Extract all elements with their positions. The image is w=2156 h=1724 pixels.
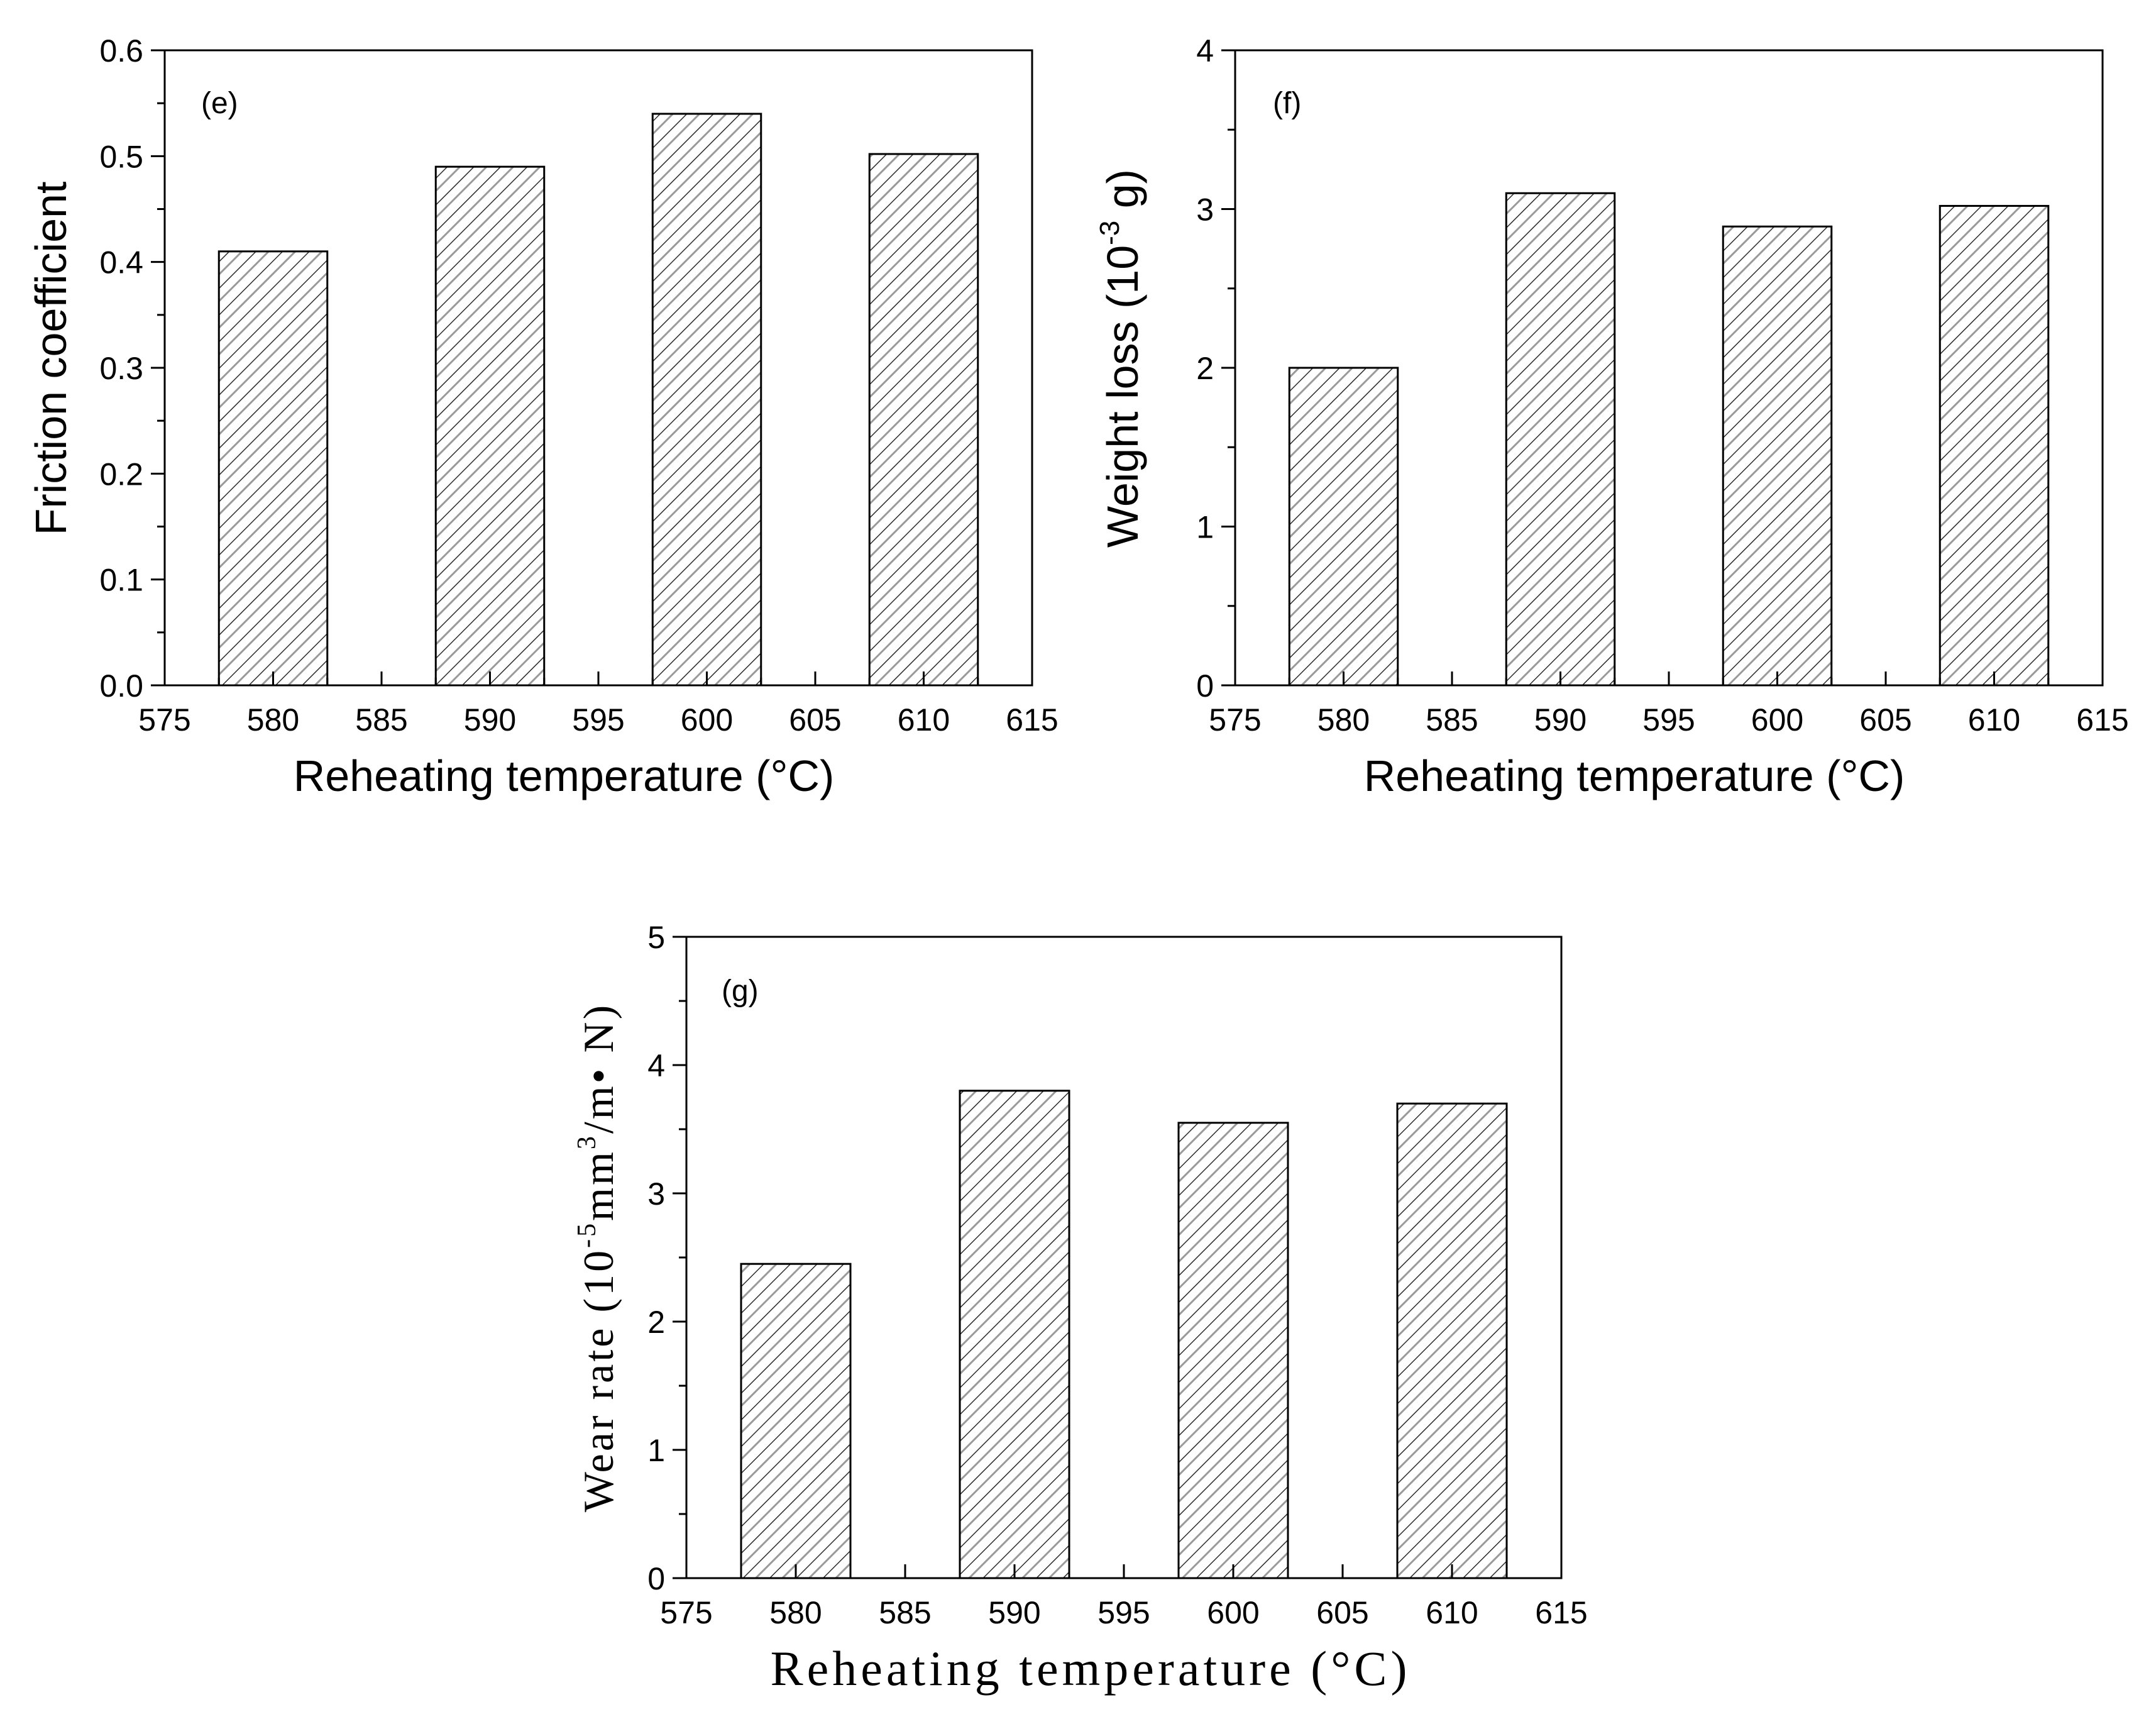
x-tick-label-g-580: 580 [769,1595,822,1630]
bar-g-590 [959,1090,1070,1579]
bar-e-590 [434,165,546,687]
bar-f-580 [1288,367,1399,687]
panel-label-g: (g) [722,975,759,1008]
x-tick-label-g-575: 575 [660,1595,712,1630]
x-tick-label-f-610: 610 [1968,702,2020,738]
bars-e [217,113,979,687]
x-tick-label-f-580: 580 [1317,702,1370,738]
ticks-e: 575 580 585 590 595 600 605 610 615 0.0 0.1 0.2 0.3 0… [99,33,1058,738]
y-tick-label-e-0.5: 0.5 [99,139,143,174]
x-tick-label-g-610: 610 [1426,1595,1478,1630]
x-tick-label-e-615: 615 [1006,702,1058,738]
y-tick-label-g-2: 2 [647,1305,665,1340]
x-tick-label-e-585: 585 [355,702,407,738]
y-tick-label-f-0: 0 [1196,668,1214,704]
y-axis-label-e: Friction coefficient [26,182,75,536]
chart-panel-f: 575 580 585 590 595 600 605 610 615 0 1 2 3 4 (f) Reh… [1094,33,2129,800]
y-tick-label-g-3: 3 [647,1176,665,1212]
bar-f-610 [1939,204,2050,687]
y-tick-label-f-3: 3 [1196,192,1214,228]
y-axis-label-g-suffix: /m• N) [575,1003,622,1134]
y-axis-label-g-unit: mm [575,1149,622,1221]
y-tick-label-g-1: 1 [647,1433,665,1468]
y-tick-label-e-0.2: 0.2 [99,456,143,492]
bar-g-610 [1396,1102,1508,1579]
bar-e-600 [651,113,762,687]
x-tick-label-f-605: 605 [1859,702,1911,738]
x-tick-label-g-605: 605 [1316,1595,1368,1630]
y-tick-label-g-4: 4 [647,1048,665,1083]
x-tick-label-e-610: 610 [898,702,950,738]
y-tick-label-e-0.1: 0.1 [99,563,143,598]
chart-panel-g: 575 580 585 590 595 600 605 610 615 0 1 2 3 4 5 (g) Re… [573,920,1588,1696]
y-axis-label-f-suffix: g) [1098,169,1147,221]
x-tick-label-e-590: 590 [464,702,516,738]
y-tick-label-f-4: 4 [1196,33,1214,69]
y-tick-label-e-0.6: 0.6 [99,33,143,69]
panel-label-f: (f) [1273,87,1301,120]
y-tick-label-e-0.3: 0.3 [99,351,143,386]
y-tick-label-f-1: 1 [1196,510,1214,545]
ticks-g: 575 580 585 590 595 600 605 610 615 0 1 2 3 4 5 [647,920,1588,1630]
chart-panel-e: 575 580 585 590 595 600 605 610 615 0.0 0.1 0.2 0.3 0… [26,33,1059,800]
y-tick-label-e-0: 0.0 [99,668,143,704]
panel-label-e: (e) [201,87,238,120]
y-tick-label-e-0.4: 0.4 [99,245,143,280]
x-tick-label-f-585: 585 [1426,702,1478,738]
x-axis-label-e: Reheating temperature (°C) [294,751,835,800]
x-tick-label-g-600: 600 [1207,1595,1259,1630]
x-tick-label-g-585: 585 [879,1595,931,1630]
x-tick-label-f-595: 595 [1642,702,1695,738]
y-axis-label-g-exponent: -5 [573,1221,602,1248]
y-axis-label-f-prefix: Weight loss (10 [1098,245,1147,548]
x-tick-label-f-615: 615 [2076,702,2128,738]
x-axis-label-f: Reheating temperature (°C) [1364,751,1905,800]
bar-g-580 [740,1263,852,1579]
x-tick-label-g-590: 590 [988,1595,1040,1630]
x-axis-label-g: Reheating temperature (°C) [771,1641,1411,1696]
x-tick-label-g-615: 615 [1535,1595,1587,1630]
bar-f-590 [1505,192,1616,687]
ticks-f: 575 580 585 590 595 600 605 610 615 0 1 2 3 4 [1196,33,2129,738]
x-tick-label-e-600: 600 [681,702,733,738]
x-tick-label-f-590: 590 [1534,702,1587,738]
y-axis-label-f: Weight loss (10-3 g) [1094,169,1147,548]
y-axis-label-g-unit-exponent: 3 [573,1134,602,1149]
bar-f-600 [1722,225,1833,687]
x-tick-label-e-605: 605 [789,702,841,738]
bar-g-600 [1177,1122,1289,1579]
y-tick-label-g-0: 0 [647,1561,665,1596]
bar-e-610 [868,153,979,687]
x-tick-label-e-595: 595 [572,702,624,738]
x-tick-label-e-575: 575 [138,702,190,738]
bars-f [1288,192,2050,687]
y-axis-label-g: Wear rate (10-5mm3/m• N) [573,1003,622,1512]
x-tick-label-f-600: 600 [1751,702,1803,738]
y-axis-label-f-exponent: -3 [1094,221,1125,245]
x-tick-label-f-575: 575 [1209,702,1261,738]
x-tick-label-e-580: 580 [247,702,299,738]
y-axis-label-g-prefix: Wear rate (10 [575,1248,622,1512]
x-tick-label-g-595: 595 [1097,1595,1150,1630]
bars-g [740,1090,1508,1579]
y-tick-label-f-2: 2 [1196,351,1214,386]
y-tick-label-g-5: 5 [647,920,665,955]
bar-e-580 [217,250,329,687]
